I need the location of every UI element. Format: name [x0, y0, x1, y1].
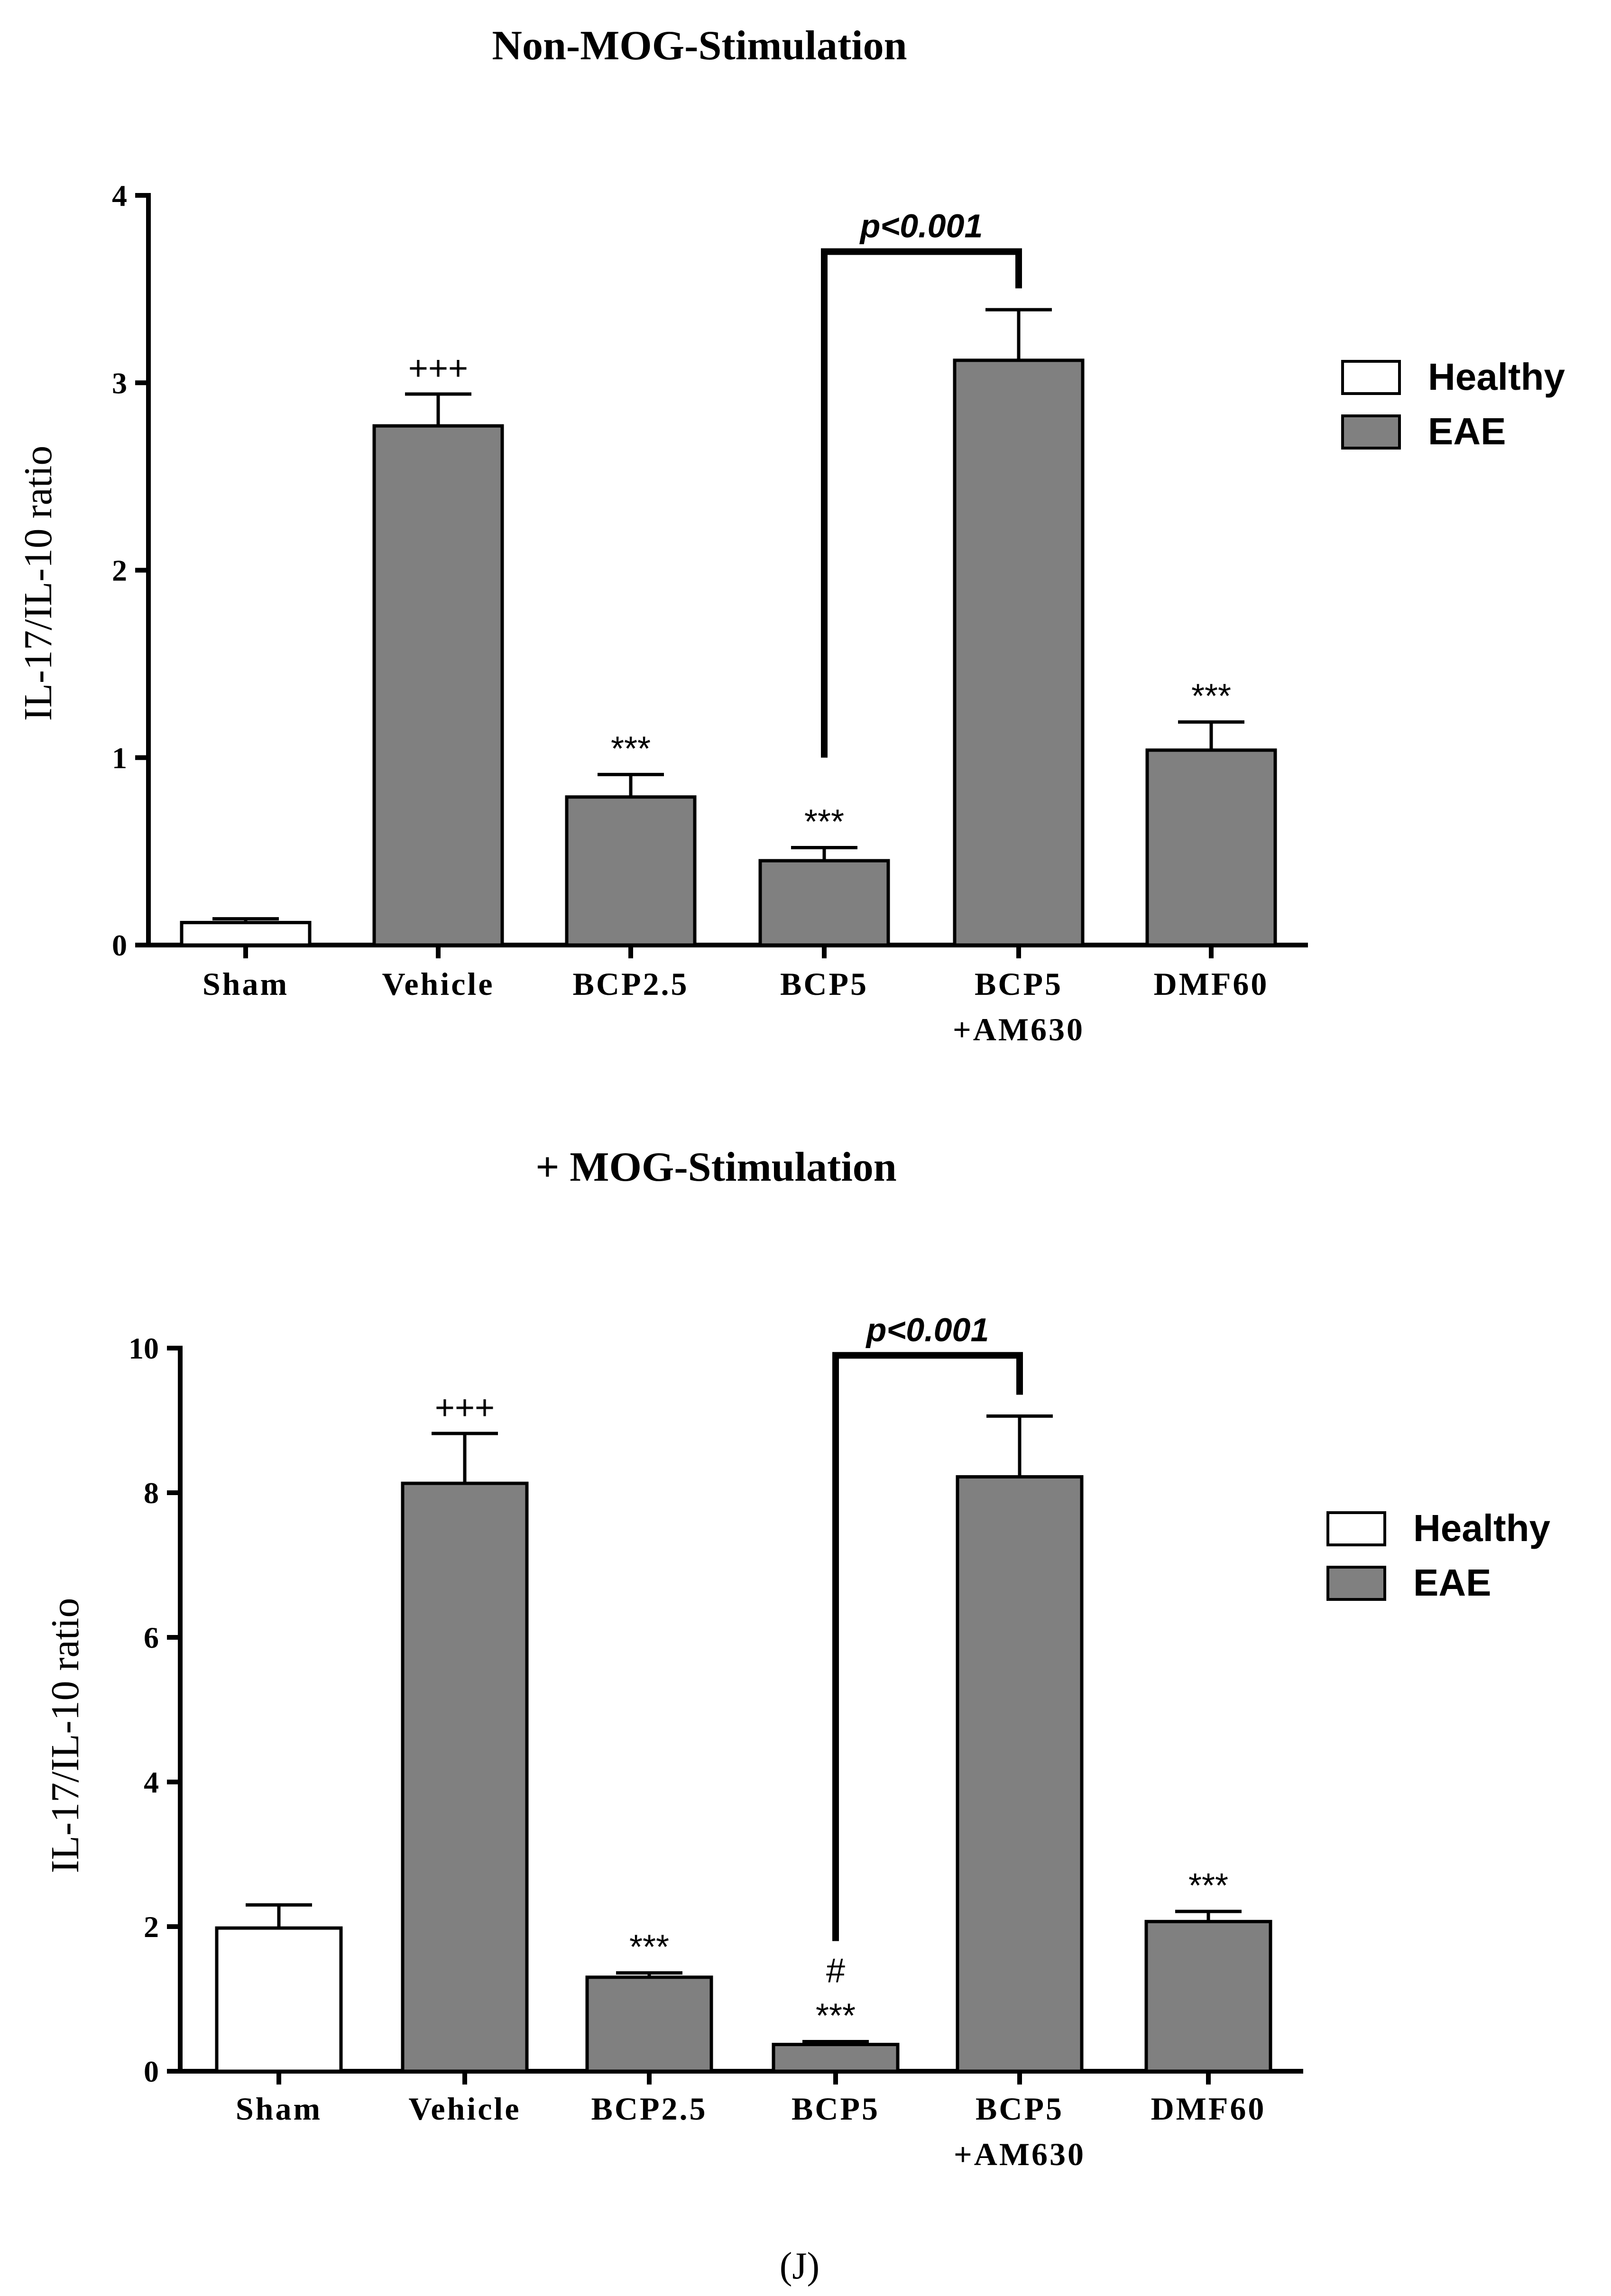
p-value-label: p<0.001 [859, 208, 983, 245]
y-tick-label: 2 [112, 554, 127, 588]
legend-swatch [1341, 414, 1401, 450]
x-tick-label: +AM630 [953, 1011, 1085, 1047]
bar-vehicle [401, 1481, 529, 2073]
x-tick-label: DMF60 [1151, 2091, 1266, 2127]
legend-swatch [1326, 1511, 1386, 1546]
bar-bcp25 [565, 795, 697, 947]
y-tick-label: 0 [144, 2055, 159, 2088]
y-tick-label: 10 [129, 1332, 159, 1365]
chart-title: + MOG-Stimulation [535, 1144, 897, 1190]
comparison-bracket [821, 248, 1022, 758]
x-tick-label: BCP2.5 [573, 966, 689, 1002]
bar-sham [180, 921, 312, 947]
bar-bcp5-am630 [956, 1475, 1084, 2073]
bar-vehicle [372, 424, 504, 947]
significance-label: *** [1191, 678, 1231, 716]
x-tick-label: BCP5 [976, 2091, 1064, 2127]
legend-label: Healthy [1428, 356, 1565, 398]
y-tick-label: 3 [112, 366, 127, 400]
comparison-bracket [832, 1352, 1023, 1941]
bar-bcp5 [772, 2043, 900, 2073]
bar-dmf60 [1144, 1919, 1272, 2073]
y-axis-label: IL-17/IL-10 ratio [43, 1598, 87, 1874]
y-tick-label: 2 [144, 1910, 159, 1944]
bar-dmf60 [1145, 748, 1277, 947]
figure-label: (J) [780, 2245, 819, 2287]
x-tick-label: BCP5 [792, 2091, 880, 2127]
significance-label: *** [816, 1997, 856, 2035]
bar-sham [215, 1926, 343, 2073]
x-tick-label: BCP5 [975, 966, 1063, 1002]
significance-label: *** [611, 730, 651, 768]
significance-label: +++ [435, 1389, 495, 1427]
chart-non-mog: Non-MOG-Stimulation IL-17/IL-10 ratio 0 1 2 3… [16, 23, 1565, 1047]
significance-label: *** [629, 1929, 669, 1966]
y-axis-label: IL-17/IL-10 ratio [16, 446, 60, 721]
legend-label: EAE [1428, 410, 1506, 452]
legend-label: Healthy [1413, 1507, 1550, 1549]
y-tick-label: 4 [112, 179, 127, 212]
significance-label: # [826, 1952, 845, 1990]
legend-label: EAE [1413, 1561, 1491, 1604]
x-tick-label: DMF60 [1154, 966, 1269, 1002]
y-tick-label: 6 [144, 1621, 159, 1654]
p-value-label: p<0.001 [865, 1311, 989, 1348]
chart-plus-mog: + MOG-Stimulation IL-17/IL-10 ratio 0 2 4 6 8 1… [43, 1144, 1550, 2172]
x-tick-label: Vehicle [382, 966, 494, 1002]
x-tick-label: Sham [236, 2091, 322, 2127]
significance-label: *** [804, 803, 844, 841]
x-tick-label: BCP2.5 [591, 2091, 708, 2127]
y-tick-label: 1 [112, 741, 127, 775]
significance-label: *** [1188, 1867, 1228, 1905]
bar-bcp5-am630 [953, 358, 1085, 947]
x-tick-label: Vehicle [408, 2091, 521, 2127]
bar-bcp25 [585, 1975, 713, 2073]
x-tick-label: Sham [203, 966, 289, 1002]
y-tick-label: 0 [112, 928, 127, 962]
bar-bcp5 [758, 859, 890, 947]
legend-swatch [1326, 1566, 1386, 1601]
y-tick-label: 8 [144, 1476, 159, 1510]
x-tick-label: BCP5 [780, 966, 868, 1002]
y-tick-label: 4 [144, 1765, 159, 1799]
legend-swatch [1341, 360, 1401, 395]
x-tick-label: +AM630 [954, 2136, 1086, 2172]
significance-label: +++ [408, 349, 468, 387]
chart-title: Non-MOG-Stimulation [492, 23, 907, 69]
